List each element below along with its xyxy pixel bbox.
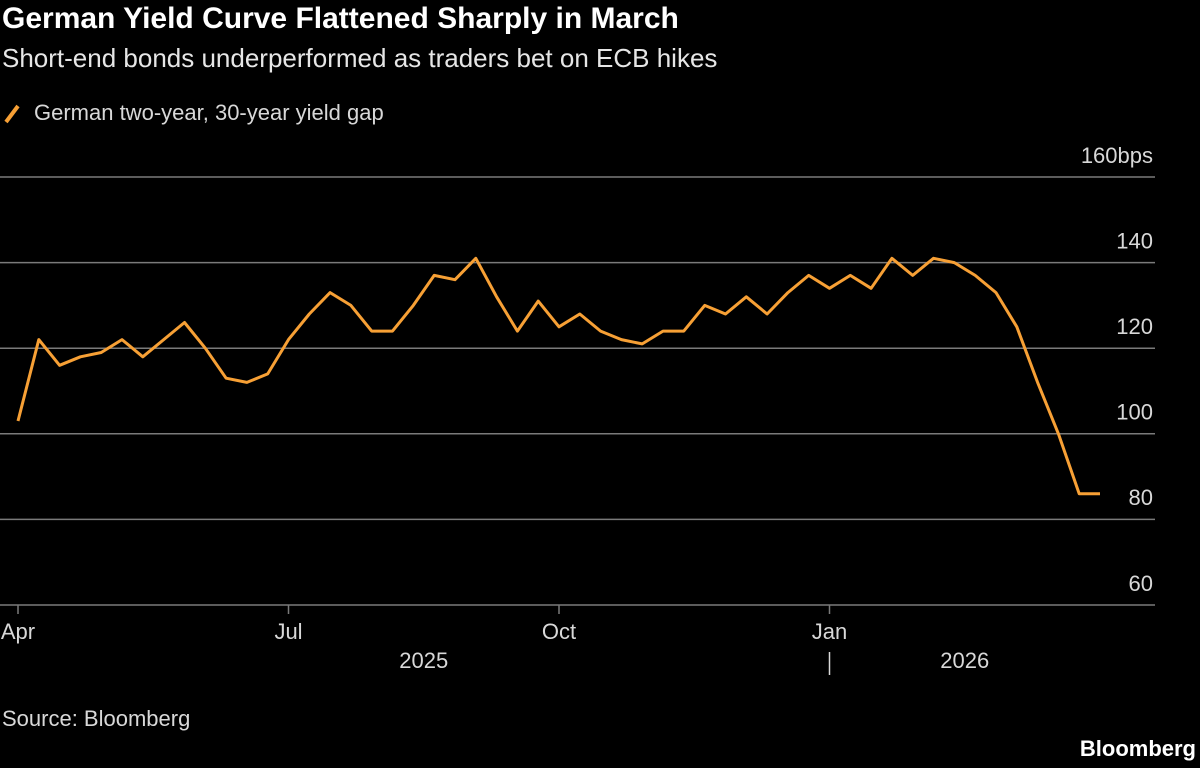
x-tick-label: Jul (274, 619, 302, 644)
x-tick-label: Apr (1, 619, 35, 644)
x-tick-label: Jan (812, 619, 847, 644)
series-line (16, 256, 1100, 496)
source: Source: Bloomberg (2, 706, 190, 731)
chart-subtitle: Short-end bonds underperformed as trader… (2, 43, 717, 73)
y-tick-label: 160bps (1081, 143, 1153, 168)
y-tick-label: 100 (1116, 400, 1153, 425)
y-tick-label: 140 (1116, 228, 1153, 253)
y-tick-label: 120 (1116, 314, 1153, 339)
legend-label: German two-year, 30-year yield gap (34, 100, 384, 125)
year-label: 2026 (940, 648, 989, 673)
x-tick-label: Oct (542, 619, 576, 644)
legend-swatch (4, 104, 20, 124)
brand: Bloomberg (1080, 736, 1196, 761)
chart-title: German Yield Curve Flattened Sharply in … (2, 2, 679, 35)
y-tick-label: 60 (1129, 571, 1153, 596)
year-label: 2025 (399, 648, 448, 673)
y-tick-label: 80 (1129, 485, 1153, 510)
